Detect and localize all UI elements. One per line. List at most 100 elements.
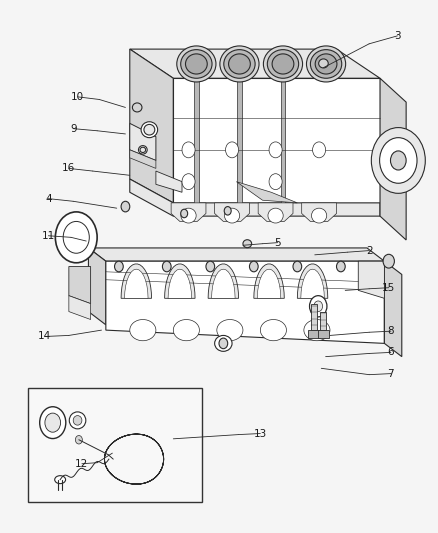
- Circle shape: [182, 142, 195, 158]
- Polygon shape: [130, 150, 156, 168]
- Ellipse shape: [311, 208, 327, 223]
- Polygon shape: [165, 264, 195, 298]
- Ellipse shape: [304, 319, 330, 341]
- Circle shape: [181, 209, 187, 217]
- Ellipse shape: [55, 475, 66, 483]
- Ellipse shape: [138, 146, 147, 154]
- Circle shape: [162, 261, 171, 272]
- Circle shape: [391, 151, 406, 170]
- Circle shape: [224, 207, 231, 215]
- Polygon shape: [308, 330, 320, 338]
- Polygon shape: [254, 264, 284, 298]
- Ellipse shape: [177, 46, 216, 82]
- Circle shape: [250, 261, 258, 272]
- Ellipse shape: [263, 46, 303, 82]
- Polygon shape: [69, 266, 91, 304]
- Text: 14: 14: [38, 332, 52, 342]
- Text: 3: 3: [394, 31, 401, 41]
- Ellipse shape: [272, 54, 294, 74]
- Text: 4: 4: [45, 193, 52, 204]
- Ellipse shape: [215, 335, 232, 351]
- Circle shape: [371, 127, 425, 193]
- Text: 6: 6: [388, 348, 394, 358]
- Text: 16: 16: [62, 164, 75, 173]
- Polygon shape: [121, 264, 152, 298]
- Polygon shape: [302, 203, 336, 221]
- Text: 11: 11: [42, 231, 55, 241]
- Circle shape: [269, 174, 282, 190]
- Ellipse shape: [267, 50, 299, 78]
- Polygon shape: [321, 312, 326, 330]
- Polygon shape: [281, 78, 285, 203]
- Polygon shape: [130, 123, 156, 160]
- Polygon shape: [168, 269, 191, 298]
- Circle shape: [313, 142, 325, 158]
- Text: 13: 13: [254, 429, 267, 439]
- Polygon shape: [173, 78, 380, 203]
- Circle shape: [314, 301, 322, 312]
- Circle shape: [182, 174, 195, 190]
- Ellipse shape: [307, 46, 346, 82]
- Polygon shape: [156, 171, 182, 192]
- Circle shape: [336, 261, 345, 272]
- Ellipse shape: [141, 122, 158, 138]
- Polygon shape: [237, 78, 242, 203]
- Polygon shape: [257, 269, 281, 298]
- Circle shape: [55, 212, 97, 263]
- Polygon shape: [130, 49, 380, 78]
- Text: 10: 10: [71, 92, 84, 102]
- Circle shape: [206, 261, 215, 272]
- Circle shape: [75, 435, 82, 444]
- Text: 12: 12: [75, 459, 88, 469]
- Polygon shape: [88, 248, 385, 261]
- Polygon shape: [301, 269, 324, 298]
- Ellipse shape: [268, 208, 283, 223]
- Polygon shape: [358, 261, 385, 298]
- Polygon shape: [318, 330, 329, 338]
- Circle shape: [380, 138, 417, 183]
- Ellipse shape: [69, 412, 86, 429]
- Bar: [28, 389, 201, 503]
- Ellipse shape: [144, 124, 155, 135]
- Circle shape: [115, 261, 123, 272]
- Circle shape: [121, 201, 130, 212]
- Polygon shape: [171, 203, 206, 221]
- Text: 2: 2: [366, 246, 372, 256]
- Ellipse shape: [315, 54, 337, 74]
- Text: 7: 7: [388, 369, 394, 378]
- Text: 8: 8: [388, 326, 394, 336]
- Polygon shape: [130, 179, 380, 216]
- Circle shape: [45, 413, 60, 432]
- Ellipse shape: [181, 208, 196, 223]
- Ellipse shape: [185, 54, 207, 74]
- Ellipse shape: [260, 319, 286, 341]
- Circle shape: [383, 254, 394, 268]
- Text: 5: 5: [275, 238, 281, 248]
- Ellipse shape: [224, 50, 255, 78]
- Polygon shape: [130, 49, 173, 203]
- Text: 9: 9: [70, 124, 77, 134]
- Ellipse shape: [181, 50, 212, 78]
- Polygon shape: [88, 248, 106, 325]
- Circle shape: [219, 338, 228, 349]
- Ellipse shape: [224, 208, 240, 223]
- Ellipse shape: [243, 240, 252, 248]
- Circle shape: [310, 296, 327, 317]
- Ellipse shape: [140, 147, 146, 152]
- Ellipse shape: [217, 319, 243, 341]
- Ellipse shape: [311, 50, 342, 78]
- Polygon shape: [69, 296, 91, 319]
- Polygon shape: [380, 78, 406, 240]
- Ellipse shape: [130, 319, 156, 341]
- Text: 15: 15: [382, 282, 396, 293]
- Circle shape: [293, 261, 302, 272]
- Polygon shape: [237, 182, 297, 203]
- Circle shape: [63, 221, 89, 253]
- Circle shape: [269, 142, 282, 158]
- Polygon shape: [194, 78, 198, 203]
- Polygon shape: [215, 203, 250, 221]
- Polygon shape: [385, 261, 402, 357]
- Circle shape: [226, 142, 239, 158]
- Polygon shape: [212, 269, 235, 298]
- Polygon shape: [124, 269, 148, 298]
